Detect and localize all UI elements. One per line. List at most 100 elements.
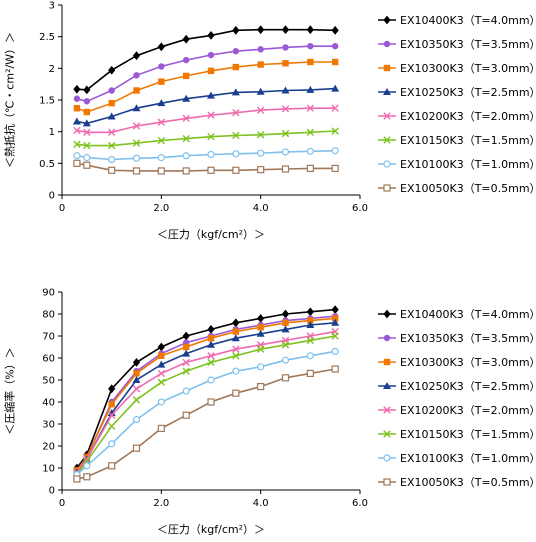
data-point [108, 462, 116, 470]
legend-label: EX10200K3（T=2.0mm） [400, 404, 536, 417]
data-point [73, 126, 81, 135]
data-point [73, 95, 81, 102]
data-point [232, 352, 240, 360]
legend-label: EX10050K3（T=0.5mm） [400, 476, 536, 489]
data-point [281, 325, 290, 333]
y-tick-label: 50 [42, 376, 55, 387]
data-point [232, 25, 240, 35]
data-point [157, 136, 166, 145]
data-point [107, 141, 116, 150]
data-point [281, 25, 290, 35]
data-point [331, 84, 340, 92]
series-line [76, 317, 336, 471]
series-2 [73, 58, 339, 116]
legend-marker [383, 136, 391, 144]
legend: EX10400K3（T=4.0mm） EX10350K3（T=3.5mm） EX10… [378, 308, 536, 489]
data-point [182, 331, 190, 341]
data-point [182, 349, 191, 357]
data-point [281, 105, 290, 113]
data-point [73, 140, 81, 149]
data-point [306, 128, 315, 136]
legend-label: EX10150K3（T=1.5mm） [400, 428, 536, 441]
legend-label: EX10200K3（T=2.0mm） [400, 110, 536, 123]
legend: EX10400K3（T=4.0mm） EX10350K3（T=3.5mm） EX10… [378, 14, 536, 195]
legend-marker [383, 430, 391, 438]
data-point [281, 165, 290, 173]
legend-label: EX10300K3（T=3.0mm） [400, 356, 536, 369]
x-tick-label: 4.0 [253, 498, 269, 509]
x-tick-label: 4.0 [253, 203, 269, 214]
data-point [306, 321, 315, 328]
data-point [282, 44, 289, 51]
legend-marker [383, 358, 391, 366]
data-point [232, 131, 240, 140]
data-point [108, 166, 116, 174]
data-point [158, 78, 165, 85]
data-point [306, 85, 315, 93]
data-point [257, 383, 265, 391]
legend-marker [383, 112, 391, 120]
compression-rate-chart: 0 10 20 30 40 50 60 70 80 90 0 2.0 4.0 6.0 ＜圧力（kgf/cm²… [3, 288, 536, 537]
series-line [76, 162, 336, 172]
series-line [76, 107, 336, 134]
legend-label: EX10400K3（T=4.0mm） [400, 308, 536, 321]
data-point [157, 424, 165, 432]
legend-marker [383, 15, 391, 25]
data-point [207, 91, 215, 99]
data-point [281, 309, 290, 319]
x-tick-label: 2.0 [153, 498, 169, 509]
data-point [306, 336, 315, 345]
series-6 [73, 147, 339, 164]
data-point [132, 51, 141, 61]
series-line [76, 45, 336, 103]
legend-label: EX10150K3（T=1.5mm） [400, 134, 536, 147]
series-line [76, 350, 336, 476]
y-tick-label: 2 [49, 64, 55, 75]
legend-marker [383, 184, 391, 192]
legend-marker [383, 406, 391, 414]
data-point [82, 119, 91, 127]
legend-marker [383, 334, 391, 342]
data-point [257, 25, 265, 35]
data-point [83, 85, 91, 95]
data-point [331, 332, 339, 340]
thermal-resistance-chart: 0 0.5 1 1.5 2 2.5 3 0 2.0 4.0 6.0 ＜圧力（kgf/cm²）＞ ＜熱抵抗… [3, 1, 536, 242]
series-line [76, 28, 336, 91]
data-point [73, 84, 81, 94]
data-point [108, 65, 116, 75]
data-point [83, 128, 91, 136]
data-point [232, 318, 240, 328]
data-point [157, 369, 166, 378]
legend-label: EX10350K3（T=3.5mm） [400, 332, 536, 345]
data-point [182, 34, 190, 44]
data-point [207, 111, 215, 119]
data-point [132, 167, 141, 175]
data-point [281, 129, 290, 138]
x-tick-label: 6.0 [352, 203, 368, 214]
data-point [257, 61, 264, 68]
y-tick-label: 40 [42, 398, 55, 409]
legend-label: EX10100K3（T=1.0mm） [400, 452, 536, 465]
data-point [207, 67, 215, 75]
data-point [157, 99, 166, 107]
data-point [132, 416, 141, 424]
data-point [281, 356, 290, 364]
data-point [182, 56, 190, 64]
data-point [207, 133, 215, 141]
data-point [108, 440, 116, 448]
data-point [182, 72, 190, 80]
data-point [306, 104, 315, 112]
data-point [157, 360, 166, 368]
data-point [182, 152, 190, 160]
series-1 [73, 42, 339, 105]
data-point [232, 48, 240, 55]
data-point [257, 314, 265, 323]
data-point [306, 369, 314, 377]
data-point [108, 87, 115, 94]
data-point [331, 127, 339, 135]
data-point [281, 86, 290, 94]
data-point [108, 384, 116, 394]
data-point [83, 161, 91, 169]
legend-marker [383, 88, 391, 95]
data-point [132, 396, 141, 404]
